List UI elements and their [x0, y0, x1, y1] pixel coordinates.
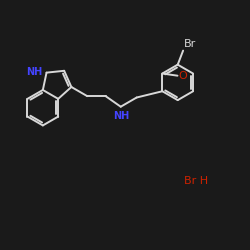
- Text: O: O: [178, 71, 187, 81]
- Text: NH: NH: [113, 110, 129, 120]
- Text: Br H: Br H: [184, 176, 208, 186]
- Text: NH: NH: [26, 66, 43, 76]
- Text: Br: Br: [184, 39, 196, 49]
